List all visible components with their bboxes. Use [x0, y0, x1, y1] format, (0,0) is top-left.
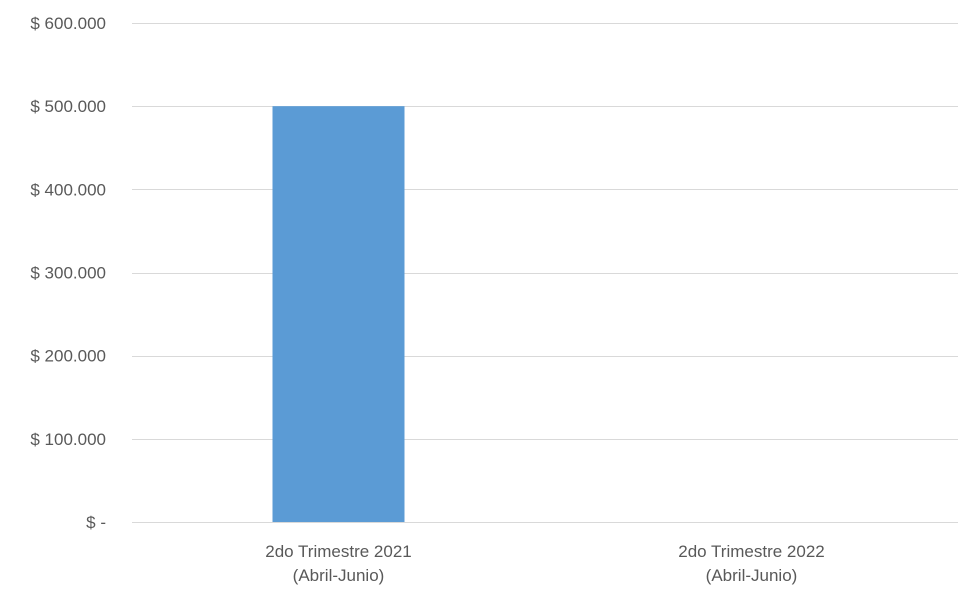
x-tick-label: 2do Trimestre 2021 (Abril-Junio): [265, 542, 411, 585]
y-tick-label: $ 300.000: [30, 264, 106, 283]
y-tick-label: $ 200.000: [30, 347, 106, 366]
x-tick-label: 2do Trimestre 2022 (Abril-Junio): [678, 542, 824, 585]
y-tick-label: $ 600.000: [30, 14, 106, 33]
y-tick-label: $ 100.000: [30, 430, 106, 449]
y-tick-label: $ 400.000: [30, 180, 106, 199]
gridlines: [132, 23, 958, 523]
y-tick-label: $ 500.000: [30, 97, 106, 116]
y-axis-tick-labels: $ - $ 100.000 $ 200.000 $ 300.000 $ 400.000 $…: [30, 14, 106, 532]
x-axis-tick-labels: 2do Trimestre 2021 (Abril-Junio) 2do Trime…: [265, 542, 824, 585]
bar: [272, 106, 405, 523]
bars: [272, 106, 405, 523]
y-tick-label: $ -: [86, 513, 106, 532]
